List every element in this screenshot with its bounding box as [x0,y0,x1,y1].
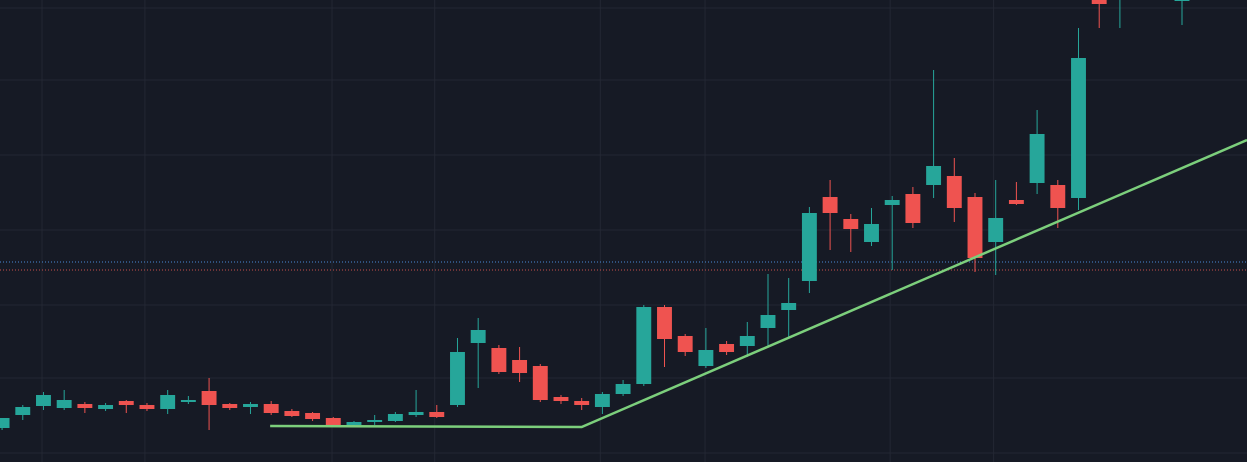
candle-body [450,352,465,405]
candle-body [1008,200,1024,204]
candle-body [512,360,528,373]
candle-body [698,350,714,366]
candle-body [884,200,900,205]
candle-body [926,166,942,185]
trend-line [270,138,1247,429]
candle-body [760,315,776,328]
candle-body [346,422,362,425]
candle-body [615,384,631,394]
candle-body [491,348,507,372]
candle-body [946,176,962,208]
candle-body [367,420,383,422]
candle-body [222,404,238,408]
candle-body [305,413,321,419]
candle-body [967,197,983,258]
candle-body [988,218,1004,242]
candle-body [284,411,300,416]
candle-body [532,366,548,400]
candle-body [781,303,797,310]
candle-body [160,395,176,409]
candle-body [36,395,51,406]
candle-body [98,405,114,409]
candle-body [1029,134,1045,183]
candle-body [470,330,486,343]
candle-body [0,418,10,428]
candle-body [1050,185,1066,208]
candle-body [325,418,341,425]
candle-body [180,400,196,402]
candle-body [263,404,279,413]
candle-body [77,404,93,408]
candle-body [636,307,652,384]
candle-body [594,394,610,407]
candle-body [1091,0,1107,4]
candle-body [657,307,672,339]
candle-body [243,404,258,407]
candle-body [1071,58,1086,198]
candle-body [15,407,31,415]
candle-body [408,412,424,415]
candle-body [905,194,921,223]
candle-body [739,336,755,346]
candle-body [139,405,155,409]
candle-body [822,197,838,213]
candle-body [56,400,72,408]
candle-body [553,397,569,401]
candle-body [201,391,217,405]
candle-body [429,412,445,417]
candle-body [864,224,879,242]
candle-body [677,336,693,352]
candle-body [843,219,859,229]
candle-body [1174,0,1190,1]
candle-body [574,401,590,405]
candle-body [387,414,403,421]
candle-body [118,401,134,405]
candle-body [801,213,817,281]
candle-body [719,344,735,352]
